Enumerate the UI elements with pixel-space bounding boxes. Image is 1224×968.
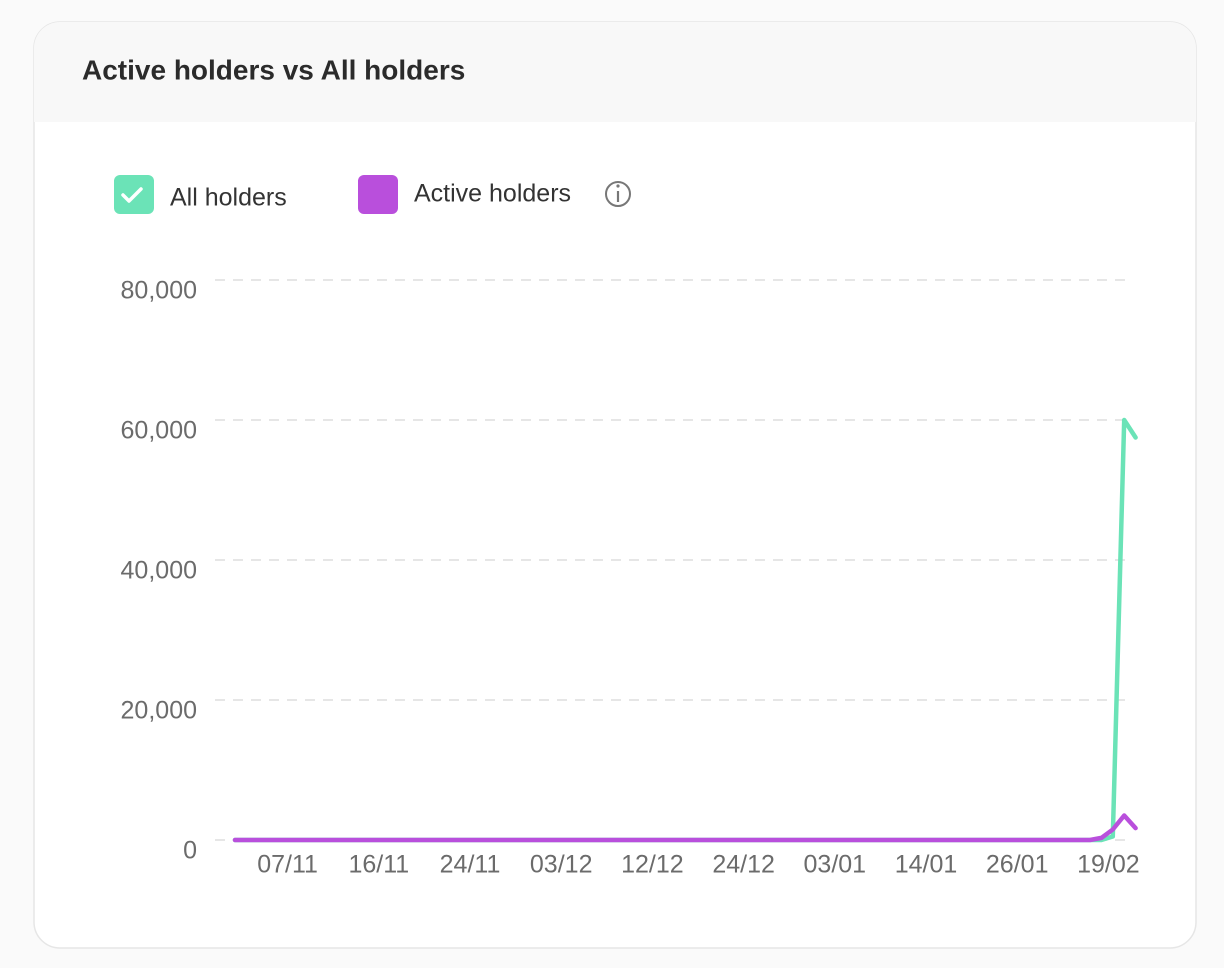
y-tick-label: 40,000 — [121, 557, 197, 585]
x-tick-label: 24/12 — [712, 851, 775, 879]
x-tick-label: 24/11 — [440, 851, 501, 879]
x-tick-label: 03/12 — [530, 851, 593, 879]
x-tick-label: 19/02 — [1077, 851, 1140, 879]
chart-title: Active holders vs All holders — [82, 54, 465, 85]
x-tick-label: 03/01 — [804, 851, 867, 879]
legend-checkbox[interactable] — [358, 175, 398, 214]
x-tick-label: 12/12 — [621, 851, 684, 879]
x-tick-label: 14/01 — [895, 851, 958, 879]
y-tick-label: 0 — [183, 837, 197, 865]
y-tick-label: 20,000 — [121, 697, 197, 725]
x-tick-label: 26/01 — [986, 851, 1049, 879]
info-icon[interactable] — [605, 181, 631, 207]
x-tick-label: 07/11 — [257, 851, 318, 879]
legend-label: Active holders — [414, 180, 571, 208]
card — [33, 21, 1197, 949]
legend-label: All holders — [170, 184, 287, 212]
x-tick-label: 16/11 — [348, 851, 409, 879]
card-header — [34, 22, 1196, 122]
legend-item[interactable]: Active holders — [358, 175, 571, 214]
series-line — [232, 813, 1138, 843]
check-icon — [121, 187, 143, 203]
y-tick-label: 60,000 — [121, 417, 197, 445]
y-tick-label: 80,000 — [121, 277, 197, 305]
legend-item[interactable]: All holders — [114, 175, 287, 214]
